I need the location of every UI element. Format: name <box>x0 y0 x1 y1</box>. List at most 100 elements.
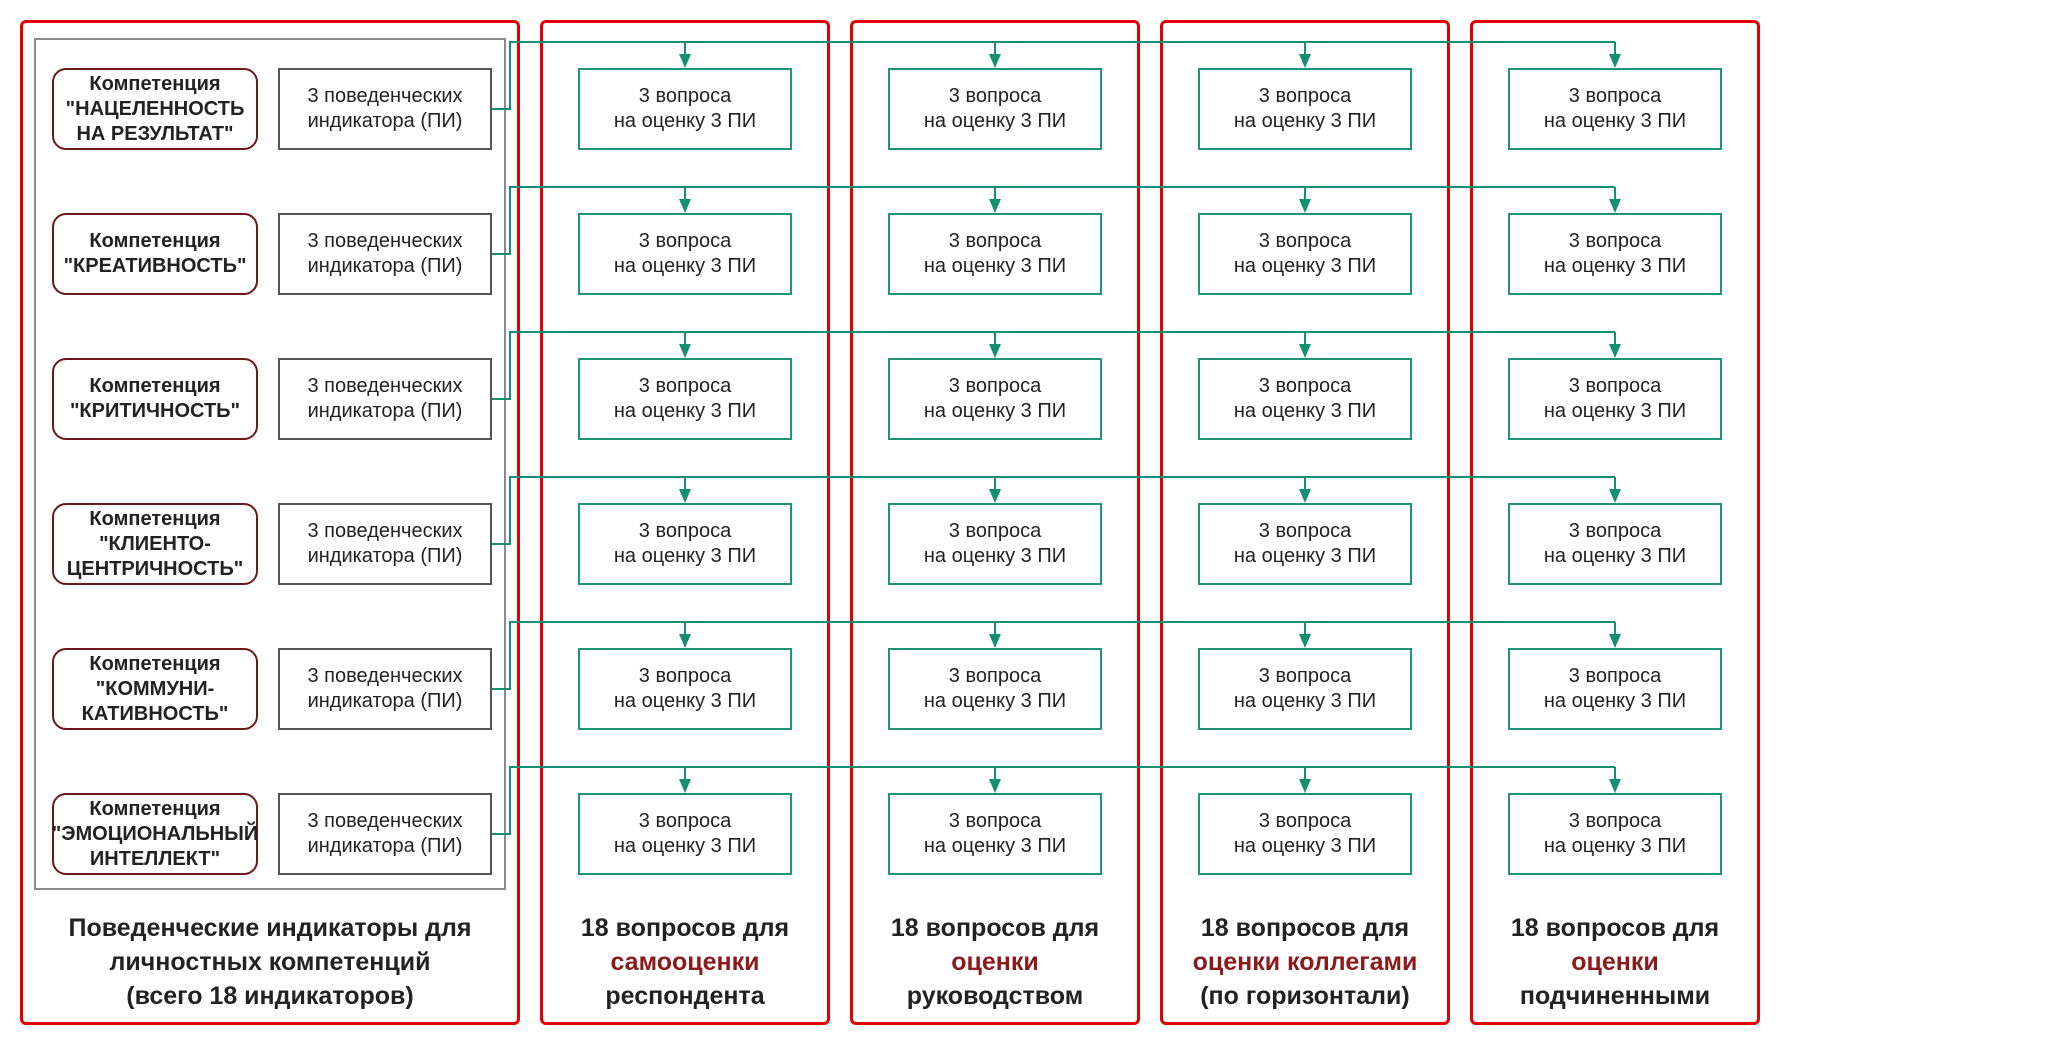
competency-box-0: Компетенция "НАЦЕЛЕННОСТЬ НА РЕЗУЛЬТАТ" <box>52 68 258 150</box>
q-line2: на оценку 3 ПИ <box>1234 690 1376 712</box>
q-line2: на оценку 3 ПИ <box>1234 255 1376 277</box>
question-box-r5-c3: 3 вопроса на оценку 3 ПИ <box>1508 793 1722 875</box>
question-box-r5-c1: 3 вопроса на оценку 3 ПИ <box>888 793 1102 875</box>
footer-0-l3: (всего 18 индикаторов) <box>126 982 413 1010</box>
q-line2: на оценку 3 ПИ <box>924 545 1066 567</box>
q-line2: на оценку 3 ПИ <box>1544 400 1686 422</box>
competency-inner-frame <box>34 38 506 890</box>
q-line2: на оценку 3 ПИ <box>1544 835 1686 857</box>
q-line2: на оценку 3 ПИ <box>1234 545 1376 567</box>
footer-3-l2: (по горизонтали) <box>1200 982 1410 1010</box>
question-box-r1-c0: 3 вопроса на оценку 3 ПИ <box>578 213 792 295</box>
comp-line1: Компетенция <box>89 73 220 95</box>
q-line1: 3 вопроса <box>1569 230 1661 252</box>
question-box-r3-c2: 3 вопроса на оценку 3 ПИ <box>1198 503 1412 585</box>
q-line2: на оценку 3 ПИ <box>614 110 756 132</box>
q-line2: на оценку 3 ПИ <box>614 255 756 277</box>
comp-line1: Компетенция <box>89 230 220 252</box>
question-box-r4-c1: 3 вопросана оценку 3 ПИ <box>888 648 1102 730</box>
q-line1: 3 вопроса <box>639 230 731 252</box>
q-line1: 3 вопроса <box>639 375 731 397</box>
q-line2: на оценку 3 ПИ <box>614 690 756 712</box>
question-box-r0-c3: 3 вопросана оценку 3 ПИ <box>1508 68 1722 150</box>
comp-line2: "НАЦЕЛЕННОСТЬ <box>66 98 245 120</box>
footer-0-l2: личностных компетенций <box>110 948 431 976</box>
footer-4-l1: 18 вопросов для <box>1511 914 1719 942</box>
ind-line2: индикатора (ПИ) <box>308 255 463 277</box>
question-box-r3-c0: 3 вопроса на оценку 3 ПИ <box>578 503 792 585</box>
comp-line2: "КРЕАТИВНОСТЬ" <box>64 255 247 277</box>
question-box-r1-c2: 3 вопросана оценку 3 ПИ <box>1198 213 1412 295</box>
footer-0: Поведенческие индикаторы для личностных к… <box>30 912 510 1013</box>
question-box-r4-c3: 3 вопроса на оценку 3 ПИ <box>1508 648 1722 730</box>
question-box-r3-c1: 3 вопроса на оценку 3 ПИ <box>888 503 1102 585</box>
q-line1: 3 вопроса <box>1569 375 1661 397</box>
q-line1: 3 вопроса <box>949 230 1041 252</box>
footer-2-l2: руководством <box>907 982 1083 1010</box>
ind-line1: 3 поведенческих <box>307 520 462 542</box>
q-line1: 3 вопроса <box>1259 665 1351 687</box>
q-line1: 3 вопроса <box>949 375 1041 397</box>
q-line1: 3 вопроса <box>949 810 1041 832</box>
indicator-box-3: 3 поведенческихиндикатора (ПИ) <box>278 503 492 585</box>
q-line2: на оценку 3 ПИ <box>1234 110 1376 132</box>
q-line1: 3 вопроса <box>1569 665 1661 687</box>
q-line1: 3 вопроса <box>639 520 731 542</box>
q-line2: на оценку 3 ПИ <box>1544 255 1686 277</box>
footer-1-l2: респондента <box>605 982 764 1010</box>
comp-line2: "КРИТИЧНОСТЬ" <box>70 400 240 422</box>
q-line1: 3 вопроса <box>1259 520 1351 542</box>
q-line1: 3 вопроса <box>639 665 731 687</box>
comp-line1: Компетенция <box>89 508 220 530</box>
comp-line2: "ЭМОЦИОНАЛЬНЫЙ <box>52 823 258 845</box>
comp-line3: НА РЕЗУЛЬТАТ" <box>76 123 233 145</box>
q-line2: на оценку 3 ПИ <box>614 545 756 567</box>
ind-line2: индикатора (ПИ) <box>308 400 463 422</box>
q-line1: 3 вопроса <box>1569 810 1661 832</box>
indicator-box-0: 3 поведенческихиндикатора (ПИ) <box>278 68 492 150</box>
question-box-r2-c0: 3 вопросана оценку 3 ПИ <box>578 358 792 440</box>
competency-box-3: Компетенция"КЛИЕНТО-ЦЕНТРИЧНОСТЬ" <box>52 503 258 585</box>
ind-line1: 3 поведенческих <box>307 665 462 687</box>
question-box-r3-c3: 3 вопросана оценку 3 ПИ <box>1508 503 1722 585</box>
question-box-r2-c1: 3 вопросана оценку 3 ПИ <box>888 358 1102 440</box>
footer-1-accent: самооценки <box>610 948 759 976</box>
q-line1: 3 вопроса <box>639 85 731 107</box>
comp-line1: Компетенция <box>89 653 220 675</box>
competency-diagram: Компетенция "НАЦЕЛЕННОСТЬ НА РЕЗУЛЬТАТ" 3 п… <box>20 20 2028 1025</box>
footer-0-l1: Поведенческие индикаторы для <box>69 914 472 942</box>
indicator-box-5: 3 поведенческихиндикатора (ПИ) <box>278 793 492 875</box>
competency-box-4: Компетенция"КОММУНИ-КАТИВНОСТЬ" <box>52 648 258 730</box>
footer-3-l1: 18 вопросов для <box>1201 914 1409 942</box>
q-line1: 3 вопроса <box>639 810 731 832</box>
question-box-r2-c2: 3 вопросана оценку 3 ПИ <box>1198 358 1412 440</box>
ind-line1: 3 поведенческих <box>307 375 462 397</box>
question-box-r2-c3: 3 вопроса на оценку 3 ПИ <box>1508 358 1722 440</box>
q-line1: 3 вопроса <box>1259 375 1351 397</box>
ind-line2: индикатора (ПИ) <box>308 110 463 132</box>
question-box-r1-c3: 3 вопроса на оценку 3 ПИ <box>1508 213 1722 295</box>
comp-line2: "КОММУНИ- <box>96 678 215 700</box>
question-box-r5-c0: 3 вопросана оценку 3 ПИ <box>578 793 792 875</box>
ind-line1: 3 поведенческих <box>307 810 462 832</box>
q-line1: 3 вопроса <box>949 665 1041 687</box>
competency-box-1: Компетенция "КРЕАТИВНОСТЬ" <box>52 213 258 295</box>
question-box-r5-c2: 3 вопросана оценку 3 ПИ <box>1198 793 1412 875</box>
q-line1: 3 вопроса <box>1569 85 1661 107</box>
footer-2: 18 вопросов дляоценкируководством <box>860 912 1130 1013</box>
q-line2: на оценку 3 ПИ <box>924 110 1066 132</box>
footer-2-l1: 18 вопросов для <box>891 914 1099 942</box>
q-line2: на оценку 3 ПИ <box>924 835 1066 857</box>
q-line1: 3 вопроса <box>1569 520 1661 542</box>
footer-4: 18 вопросов дляоценкиподчиненными <box>1480 912 1750 1013</box>
question-box-r1-c1: 3 вопроса на оценку 3 ПИ <box>888 213 1102 295</box>
q-line1: 3 вопроса <box>1259 85 1351 107</box>
indicator-box-4: 3 поведенческихиндикатора (ПИ) <box>278 648 492 730</box>
q-line1: 3 вопроса <box>949 520 1041 542</box>
comp-line3: ЦЕНТРИЧНОСТЬ" <box>67 558 243 580</box>
q-line2: на оценку 3 ПИ <box>1234 835 1376 857</box>
q-line2: на оценку 3 ПИ <box>1544 690 1686 712</box>
q-line1: 3 вопроса <box>949 85 1041 107</box>
indicator-box-2: 3 поведенческих индикатора (ПИ) <box>278 358 492 440</box>
q-line2: на оценку 3 ПИ <box>924 255 1066 277</box>
